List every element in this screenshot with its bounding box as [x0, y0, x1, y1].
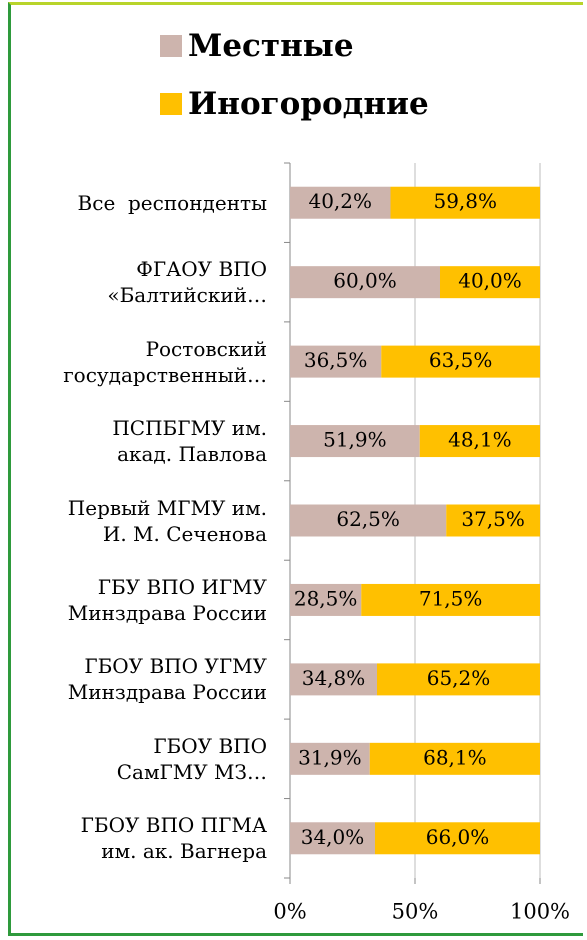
- x-tick-label: 0%: [273, 900, 306, 924]
- data-label: 40,2%: [308, 189, 372, 213]
- bar: [369, 742, 540, 775]
- bar: [419, 425, 540, 458]
- x-tick-label: 50%: [392, 900, 439, 924]
- bar: [361, 583, 540, 616]
- y-tick-label: ГБОУ ВПО ПГМА им. ак. Вагнера: [80, 813, 267, 864]
- bar: [440, 266, 540, 299]
- bar: [290, 583, 362, 616]
- data-label: 48,1%: [448, 428, 512, 452]
- bar: [446, 504, 540, 537]
- bar: [377, 663, 540, 696]
- bar: [290, 742, 370, 775]
- data-label: 60,0%: [333, 269, 397, 293]
- bar: [290, 663, 377, 696]
- data-label: 51,9%: [323, 428, 387, 452]
- legend-swatch: [160, 93, 182, 115]
- legend-label: Иногородние: [188, 86, 429, 122]
- bar: [290, 345, 382, 378]
- data-label: 37,5%: [461, 507, 525, 531]
- data-label: 40,0%: [458, 269, 522, 293]
- data-label: 28,5%: [294, 586, 358, 610]
- data-label: 63,5%: [429, 348, 493, 372]
- data-label: 34,0%: [301, 825, 365, 849]
- y-tick-label: ГБУ ВПО ИГМУ Минздрава России: [67, 574, 267, 625]
- y-tick-label: Все респонденты: [77, 190, 267, 215]
- frame: [8, 2, 583, 936]
- data-label: 66,0%: [426, 825, 490, 849]
- bar: [290, 822, 375, 855]
- data-label: 62,5%: [336, 507, 400, 531]
- bar: [390, 186, 540, 219]
- legend-entry: Иногородние: [160, 86, 429, 122]
- data-label: 71,5%: [419, 586, 483, 610]
- legend-entry: Местные: [160, 28, 354, 64]
- bar: [290, 266, 440, 299]
- bar: [290, 186, 391, 219]
- y-tick-label: Ростовский государственный…: [63, 336, 267, 387]
- data-label: 59,8%: [433, 189, 497, 213]
- bar: [290, 504, 447, 537]
- data-label: 34,8%: [302, 666, 366, 690]
- y-tick-label: Первый МГМУ им. И. М. Сеченова: [67, 495, 267, 546]
- data-label: 68,1%: [423, 745, 487, 769]
- bar: [375, 822, 540, 855]
- x-tick-label: 100%: [510, 900, 570, 924]
- legend-swatch: [160, 35, 182, 57]
- y-tick-label: ПСПБГМУ им. акад. Павлова: [112, 416, 267, 467]
- y-tick-label: ГБОУ ВПО УГМУ Минздрава России: [67, 654, 267, 705]
- bar: [290, 425, 420, 458]
- y-tick-label: ГБОУ ВПО СамГМУ МЗ…: [116, 733, 267, 784]
- bar: [381, 345, 540, 378]
- data-label: 31,9%: [298, 745, 362, 769]
- legend-label: Местные: [188, 28, 354, 64]
- data-label: 36,5%: [304, 348, 368, 372]
- data-label: 65,2%: [427, 666, 491, 690]
- y-tick-label: ФГАОУ ВПО «Балтийский…: [107, 257, 267, 308]
